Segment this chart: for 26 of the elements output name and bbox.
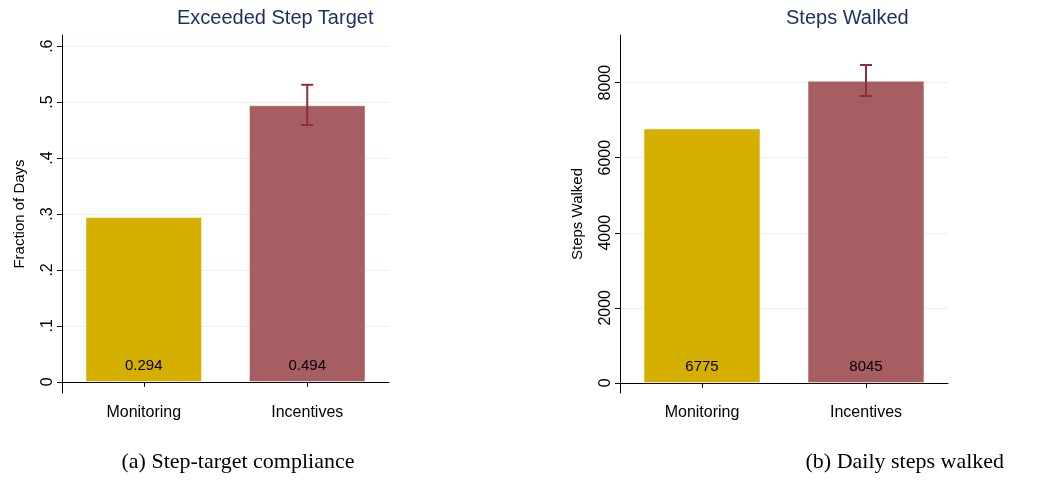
y-tick-label: .3 (37, 207, 55, 221)
text: (b) Daily steps walked (805, 448, 1005, 474)
y-tick-label: .1 (37, 319, 55, 333)
x-tick-label: Monitoring (106, 402, 182, 420)
x-tick-label: Monitoring (664, 402, 740, 420)
y-tick-label: 2000 (595, 289, 613, 326)
data-label: 0.294 (124, 355, 163, 373)
x-tick-label: Incentives (271, 402, 344, 420)
y-tick-label: 4000 (595, 214, 613, 251)
chart-title: Steps Walked (786, 6, 909, 28)
y-tick-label: .5 (37, 95, 55, 109)
chart-title: Exceeded Step Target (177, 6, 374, 28)
y-tick-label: 0 (595, 378, 613, 388)
y-tick-label: 8000 (595, 64, 613, 101)
y-tick-label: .6 (37, 39, 55, 53)
y-axis-title: Fraction of Days (10, 159, 27, 269)
y-tick-label: .4 (37, 151, 55, 165)
x-tick-label: Incentives (829, 402, 903, 420)
text: (a) Step-target compliance (121, 448, 355, 474)
y-tick-label: 0 (37, 377, 55, 387)
data-label: 0.494 (288, 355, 327, 373)
y-axis-title: Steps Walked (568, 168, 585, 260)
y-tick-label: 6000 (595, 139, 613, 176)
data-label: 8045 (849, 356, 883, 374)
data-label: 6775 (685, 356, 719, 374)
y-tick-label: .2 (37, 263, 55, 277)
